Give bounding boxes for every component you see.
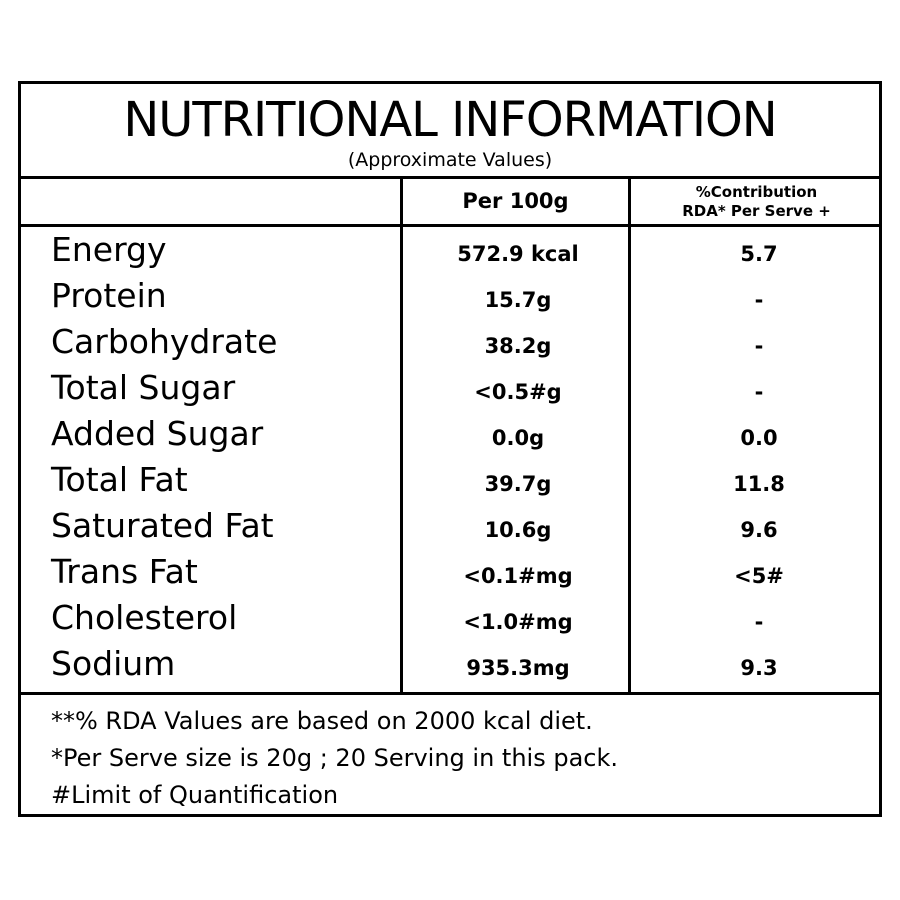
table-row: Sodium 935.3mg 9.3 xyxy=(21,641,879,687)
table-row: Cholesterol <1.0#mg - xyxy=(21,595,879,641)
divider-above-notes xyxy=(21,692,879,695)
divider-under-columns xyxy=(21,224,879,227)
rda-value: - xyxy=(754,610,764,634)
per-100g-value: 15.7g xyxy=(484,288,552,312)
rda-value: <5# xyxy=(734,564,784,588)
column-header-rda-line2: RDA* Per Serve + xyxy=(682,202,831,220)
nutrient-name: Total Sugar xyxy=(51,368,236,407)
column-header-rda-line1: %Contribution xyxy=(695,183,818,201)
table-row: Total Fat 39.7g 11.8 xyxy=(21,457,879,503)
per-100g-value: <1.0#mg xyxy=(463,610,573,634)
nutrient-name: Saturated Fat xyxy=(51,506,274,545)
nutrition-panel: NUTRITIONAL INFORMATION (Approximate Val… xyxy=(18,81,882,817)
per-100g-value: 39.7g xyxy=(484,472,552,496)
nutrient-name: Protein xyxy=(51,276,167,315)
rda-value: 0.0 xyxy=(740,426,778,450)
rda-value: 5.7 xyxy=(740,242,778,266)
nutrient-name: Trans Fat xyxy=(51,552,198,591)
per-100g-value: <0.1#mg xyxy=(463,564,573,588)
footnote-rda: **% RDA Values are based on 2000 kcal di… xyxy=(51,707,593,735)
table-row: Total Sugar <0.5#g - xyxy=(21,365,879,411)
per-100g-value: 935.3mg xyxy=(466,656,570,680)
per-100g-value: 10.6g xyxy=(484,518,552,542)
rda-value: 9.6 xyxy=(740,518,778,542)
per-100g-value: 38.2g xyxy=(484,334,552,358)
per-100g-value: 572.9 kcal xyxy=(457,242,579,266)
column-header-per-100g: Per 100g xyxy=(462,189,569,213)
rda-value: - xyxy=(754,288,764,312)
column-divider-right xyxy=(628,176,631,695)
rda-value: 11.8 xyxy=(733,472,785,496)
nutrient-name: Energy xyxy=(51,230,167,269)
table-row: Saturated Fat 10.6g 9.6 xyxy=(21,503,879,549)
divider-under-title xyxy=(21,176,879,179)
rda-value: - xyxy=(754,334,764,358)
rda-value: - xyxy=(754,380,764,404)
nutrient-name: Added Sugar xyxy=(51,414,264,453)
table-row: Carbohydrate 38.2g - xyxy=(21,319,879,365)
footnote-limit: #Limit of Quantification xyxy=(51,781,339,809)
nutrient-name: Total Fat xyxy=(51,460,188,499)
table-row: Trans Fat <0.1#mg <5# xyxy=(21,549,879,595)
rda-value: 9.3 xyxy=(740,656,778,680)
per-100g-value: 0.0g xyxy=(491,426,545,450)
nutrient-name: Carbohydrate xyxy=(51,322,278,361)
table-row: Protein 15.7g - xyxy=(21,273,879,319)
per-100g-value: <0.5#g xyxy=(474,380,562,404)
nutrient-name: Sodium xyxy=(51,644,176,683)
page-title: NUTRITIONAL INFORMATION xyxy=(123,92,777,148)
footnote-serve-size: *Per Serve size is 20g ; 20 Serving in t… xyxy=(51,744,618,772)
column-divider-left xyxy=(400,176,403,695)
nutrient-name: Cholesterol xyxy=(51,598,238,637)
subtitle: (Approximate Values) xyxy=(347,149,553,171)
table-row: Added Sugar 0.0g 0.0 xyxy=(21,411,879,457)
table-row: Energy 572.9 kcal 5.7 xyxy=(21,227,879,273)
